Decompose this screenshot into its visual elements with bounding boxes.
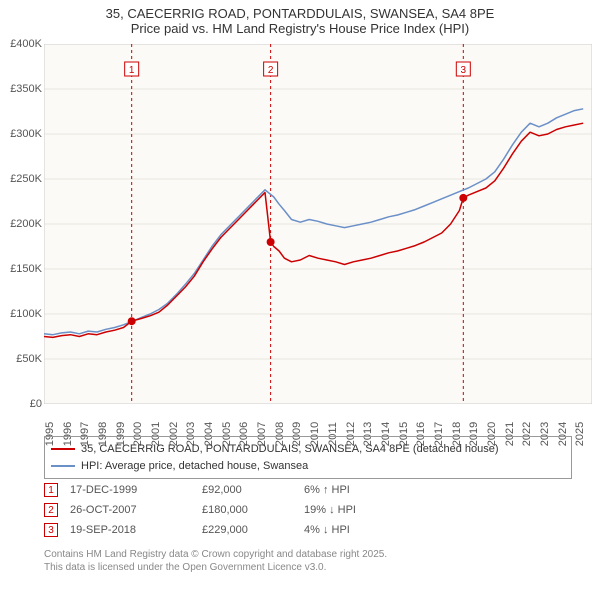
sale-price-0: £92,000 — [202, 484, 292, 496]
plot-svg: 1 2 3 — [44, 44, 592, 404]
legend-swatch-0 — [51, 448, 75, 450]
footer-line2: This data is licensed under the Open Gov… — [44, 561, 572, 574]
legend-row-0: 35, CAECERRIG ROAD, PONTARDDULAIS, SWANS… — [51, 441, 565, 458]
chart-area: 1 2 3 — [44, 44, 592, 404]
sale-pct-0: 6% ↑ HPI — [304, 484, 424, 496]
svg-text:1: 1 — [129, 65, 135, 76]
xtick-label: 2025 — [574, 422, 586, 446]
sale-date-1: 26-OCT-2007 — [70, 504, 190, 516]
sale-price-1: £180,000 — [202, 504, 292, 516]
title-line2: Price paid vs. HM Land Registry's House … — [10, 21, 590, 36]
chart-container: 35, CAECERRIG ROAD, PONTARDDULAIS, SWANS… — [0, 0, 600, 590]
legend-swatch-1 — [51, 465, 75, 467]
footer-line1: Contains HM Land Registry data © Crown c… — [44, 548, 572, 561]
legend-row-1: HPI: Average price, detached house, Swan… — [51, 458, 565, 475]
sale-date-0: 17-DEC-1999 — [70, 484, 190, 496]
ytick-label: £400K — [2, 38, 42, 50]
ytick-label: £50K — [2, 353, 42, 365]
sale-pct-2: 4% ↓ HPI — [304, 524, 424, 536]
ytick-label: £100K — [2, 308, 42, 320]
ytick-label: £300K — [2, 128, 42, 140]
sale-date-2: 19-SEP-2018 — [70, 524, 190, 536]
sales-row-2: 3 19-SEP-2018 £229,000 4% ↓ HPI — [44, 520, 572, 540]
sales-row-0: 1 17-DEC-1999 £92,000 6% ↑ HPI — [44, 480, 572, 500]
ytick-label: £200K — [2, 218, 42, 230]
footer: Contains HM Land Registry data © Crown c… — [44, 548, 572, 574]
sale-price-2: £229,000 — [202, 524, 292, 536]
ytick-label: £0 — [2, 398, 42, 410]
sale-marker-0: 1 — [44, 483, 58, 497]
title-line1: 35, CAECERRIG ROAD, PONTARDDULAIS, SWANS… — [10, 6, 590, 21]
legend-label-0: 35, CAECERRIG ROAD, PONTARDDULAIS, SWANS… — [81, 441, 499, 458]
svg-text:3: 3 — [461, 65, 467, 76]
sales-table: 1 17-DEC-1999 £92,000 6% ↑ HPI 2 26-OCT-… — [44, 480, 572, 540]
svg-text:2: 2 — [268, 65, 274, 76]
sale-pct-1: 19% ↓ HPI — [304, 504, 424, 516]
title-block: 35, CAECERRIG ROAD, PONTARDDULAIS, SWANS… — [0, 0, 600, 38]
ytick-label: £350K — [2, 83, 42, 95]
sale-marker-2: 3 — [44, 523, 58, 537]
sale-marker-1: 2 — [44, 503, 58, 517]
legend: 35, CAECERRIG ROAD, PONTARDDULAIS, SWANS… — [44, 436, 572, 479]
ytick-label: £150K — [2, 263, 42, 275]
legend-label-1: HPI: Average price, detached house, Swan… — [81, 458, 308, 475]
sales-row-1: 2 26-OCT-2007 £180,000 19% ↓ HPI — [44, 500, 572, 520]
ytick-label: £250K — [2, 173, 42, 185]
